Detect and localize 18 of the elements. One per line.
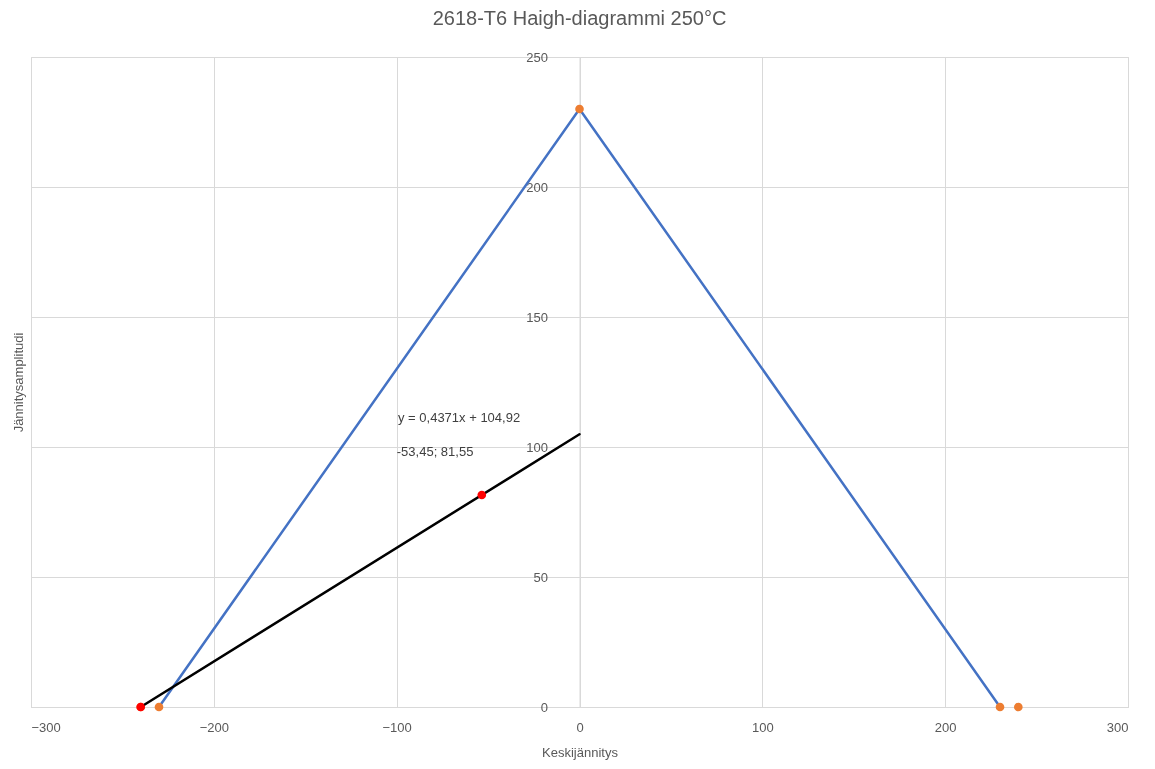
y-tick-label: 200 bbox=[526, 179, 548, 195]
y-tick-label: 100 bbox=[526, 439, 548, 455]
annotation: -53,45; 81,55 bbox=[396, 443, 474, 459]
y-axis-title: Jännitysamplitudi bbox=[10, 332, 26, 433]
y-tick-label: 150 bbox=[526, 309, 548, 325]
annotation: y = 0,4371x + 104,92 bbox=[398, 410, 521, 425]
x-tick-label: −300 bbox=[31, 719, 61, 735]
x-tick-label: −200 bbox=[199, 719, 229, 735]
x-tick-label: 0 bbox=[576, 719, 584, 735]
chart-title: 2618-T6 Haigh-diagrammi 250°C bbox=[432, 7, 727, 29]
y-tick-label: 250 bbox=[526, 49, 548, 65]
x-tick-label: −100 bbox=[382, 719, 412, 735]
x-axis-title: Keskijännitys bbox=[542, 744, 619, 760]
x-tick-label: 100 bbox=[751, 719, 774, 735]
y-tick-label: 0 bbox=[540, 699, 548, 715]
x-tick-label: 200 bbox=[934, 719, 957, 735]
y-tick-label: 50 bbox=[533, 569, 548, 585]
x-tick-label: 300 bbox=[1106, 719, 1129, 735]
